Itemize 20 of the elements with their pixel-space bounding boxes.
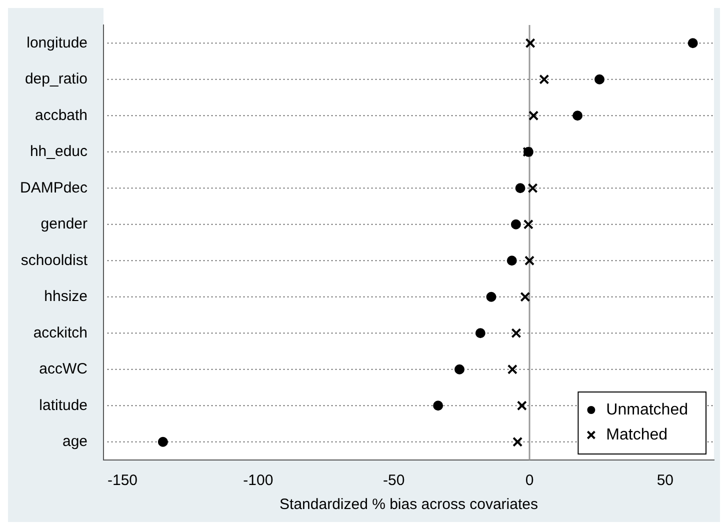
x-tick-label: -50 (382, 472, 405, 490)
y-tick-label: schooldist (20, 252, 88, 269)
x-tick-label: -100 (243, 472, 274, 490)
legend-label: Matched (606, 426, 668, 444)
y-tick-label: accWC (39, 360, 88, 378)
y-tick-label: hh_educ (30, 143, 88, 160)
y-tick-label: gender (40, 216, 88, 233)
legend-label: Unmatched (606, 401, 688, 418)
x-axis-title: Standardized % bias across covariates (280, 496, 538, 514)
y-tick-label: DAMPdec (20, 179, 88, 196)
y-tick-label: latitude (39, 396, 88, 414)
x-tick-label: 50 (656, 472, 674, 490)
x-tick-label: -150 (108, 472, 138, 490)
y-tick-label: accbath (34, 106, 88, 124)
y-tick-label: age (62, 433, 88, 450)
y-tick-label: longitude (26, 34, 88, 52)
y-tick-label: hhsize (44, 288, 88, 306)
y-tick-label: acckitch (33, 324, 88, 342)
x-tick-label: 0 (525, 472, 534, 490)
y-tick-label: dep_ratio (24, 70, 88, 88)
